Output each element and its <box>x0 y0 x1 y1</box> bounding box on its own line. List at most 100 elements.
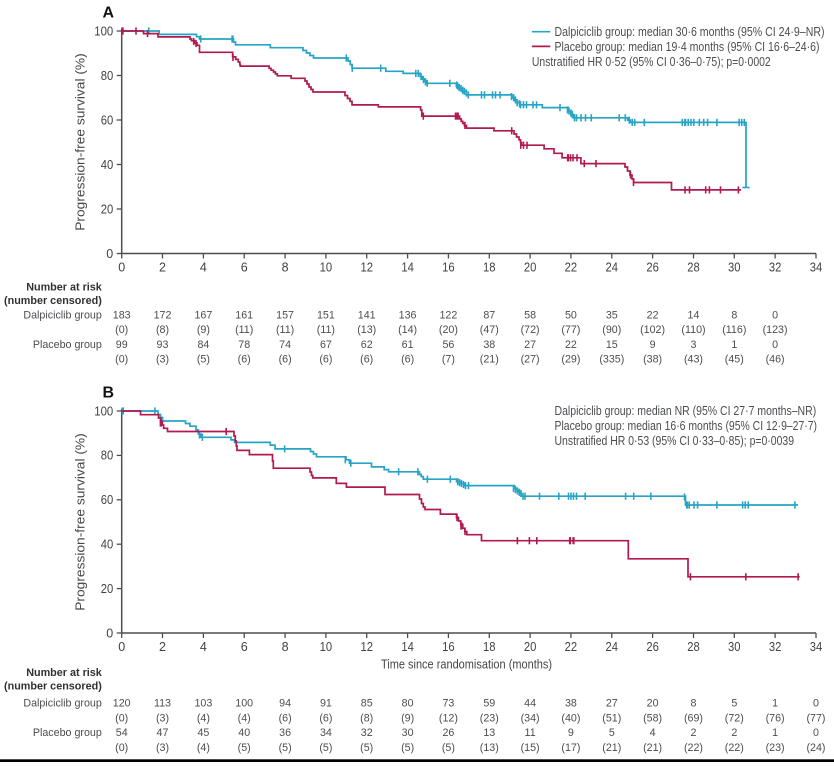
svg-text:(23): (23) <box>766 742 785 754</box>
svg-text:(4): (4) <box>197 712 210 724</box>
svg-text:59: 59 <box>483 698 495 710</box>
svg-text:14: 14 <box>401 260 414 274</box>
svg-text:(27): (27) <box>521 354 540 366</box>
svg-text:151: 151 <box>317 309 335 321</box>
svg-text:(5): (5) <box>360 742 373 754</box>
svg-text:172: 172 <box>154 309 172 321</box>
svg-text:3: 3 <box>691 339 697 351</box>
svg-text:(3): (3) <box>156 742 169 754</box>
svg-text:14: 14 <box>688 309 700 321</box>
svg-text:20: 20 <box>101 202 114 216</box>
svg-text:85: 85 <box>361 698 373 710</box>
svg-text:(11): (11) <box>235 324 253 336</box>
svg-text:141: 141 <box>358 309 376 321</box>
svg-text:(8): (8) <box>156 324 169 336</box>
svg-text:67: 67 <box>320 339 332 351</box>
svg-text:16: 16 <box>442 260 455 274</box>
svg-text:80: 80 <box>402 698 414 710</box>
svg-text:34: 34 <box>810 260 823 274</box>
svg-text:16: 16 <box>442 640 455 654</box>
svg-text:Number at risk: Number at risk <box>26 667 103 679</box>
svg-text:78: 78 <box>238 339 250 351</box>
svg-text:91: 91 <box>320 698 332 710</box>
svg-text:Dalpiciclib group: Dalpiciclib group <box>23 698 101 710</box>
svg-text:(15): (15) <box>521 742 540 754</box>
svg-text:(46): (46) <box>766 354 785 366</box>
svg-text:24: 24 <box>606 640 619 654</box>
svg-text:32: 32 <box>769 640 782 654</box>
svg-text:27: 27 <box>524 339 536 351</box>
svg-text:1: 1 <box>731 339 737 351</box>
svg-text:103: 103 <box>194 698 212 710</box>
svg-text:0: 0 <box>106 626 113 640</box>
svg-text:40: 40 <box>101 538 114 552</box>
svg-text:A: A <box>103 4 115 21</box>
svg-text:(5): (5) <box>238 742 251 754</box>
svg-text:87: 87 <box>483 309 495 321</box>
svg-text:62: 62 <box>361 339 373 351</box>
svg-text:0: 0 <box>118 640 125 654</box>
svg-text:8: 8 <box>731 309 737 321</box>
svg-text:Placebo group: Placebo group <box>33 727 102 739</box>
svg-text:8: 8 <box>282 640 289 654</box>
svg-text:2: 2 <box>159 260 166 274</box>
svg-text:Progression-free survival (%): Progression-free survival (%) <box>73 433 88 611</box>
svg-text:(77): (77) <box>806 712 825 724</box>
svg-text:(5): (5) <box>279 742 292 754</box>
svg-text:(51): (51) <box>602 712 621 724</box>
svg-text:6: 6 <box>241 260 248 274</box>
svg-text:(12): (12) <box>439 712 458 724</box>
svg-text:8: 8 <box>282 260 289 274</box>
svg-text:0: 0 <box>118 260 125 274</box>
svg-text:100: 100 <box>235 698 253 710</box>
svg-text:(9): (9) <box>401 712 414 724</box>
svg-text:Unstratified HR 0·52 (95% CI 0: Unstratified HR 0·52 (95% CI 0·36–0·75);… <box>532 54 771 69</box>
svg-text:40: 40 <box>238 727 250 739</box>
svg-text:183: 183 <box>113 309 131 321</box>
svg-text:(0): (0) <box>115 712 128 724</box>
svg-text:28: 28 <box>687 640 700 654</box>
svg-text:12: 12 <box>360 260 373 274</box>
svg-text:(0): (0) <box>115 324 128 336</box>
svg-text:80: 80 <box>101 69 114 83</box>
svg-text:Dalpiciclib group: Dalpiciclib group <box>23 309 101 321</box>
svg-text:(number censored): (number censored) <box>4 295 102 307</box>
svg-text:47: 47 <box>157 727 169 739</box>
svg-text:18: 18 <box>483 640 496 654</box>
svg-text:15: 15 <box>606 339 618 351</box>
svg-text:84: 84 <box>197 339 209 351</box>
svg-text:26: 26 <box>442 727 454 739</box>
svg-text:(9): (9) <box>197 324 210 336</box>
svg-text:22: 22 <box>565 339 577 351</box>
svg-text:74: 74 <box>279 339 291 351</box>
svg-text:(29): (29) <box>561 354 580 366</box>
svg-text:5: 5 <box>609 727 615 739</box>
svg-text:(47): (47) <box>480 324 499 336</box>
svg-text:12: 12 <box>360 640 373 654</box>
svg-text:(116): (116) <box>722 324 746 336</box>
svg-text:9: 9 <box>650 339 656 351</box>
svg-text:(0): (0) <box>115 742 128 754</box>
svg-text:10: 10 <box>320 640 333 654</box>
svg-text:50: 50 <box>565 309 577 321</box>
svg-text:(8): (8) <box>360 712 373 724</box>
svg-text:30: 30 <box>728 260 741 274</box>
svg-text:(20): (20) <box>439 324 458 336</box>
svg-text:120: 120 <box>113 698 131 710</box>
svg-text:60: 60 <box>101 493 114 507</box>
svg-text:20: 20 <box>524 260 537 274</box>
svg-text:30: 30 <box>402 727 414 739</box>
svg-text:1: 1 <box>772 727 778 739</box>
svg-text:Placebo group: Placebo group <box>33 339 102 351</box>
svg-text:8: 8 <box>691 698 697 710</box>
svg-text:(335): (335) <box>599 354 624 366</box>
svg-text:(22): (22) <box>725 742 744 754</box>
svg-text:34: 34 <box>320 727 332 739</box>
svg-text:26: 26 <box>646 260 659 274</box>
svg-text:Unstratified HR 0·53 (95% CI 0: Unstratified HR 0·53 (95% CI 0·33–0·85);… <box>555 433 795 448</box>
svg-text:30: 30 <box>728 640 741 654</box>
svg-text:10: 10 <box>320 260 333 274</box>
svg-text:58: 58 <box>524 309 536 321</box>
svg-text:(72): (72) <box>521 324 540 336</box>
svg-text:2: 2 <box>691 727 697 739</box>
